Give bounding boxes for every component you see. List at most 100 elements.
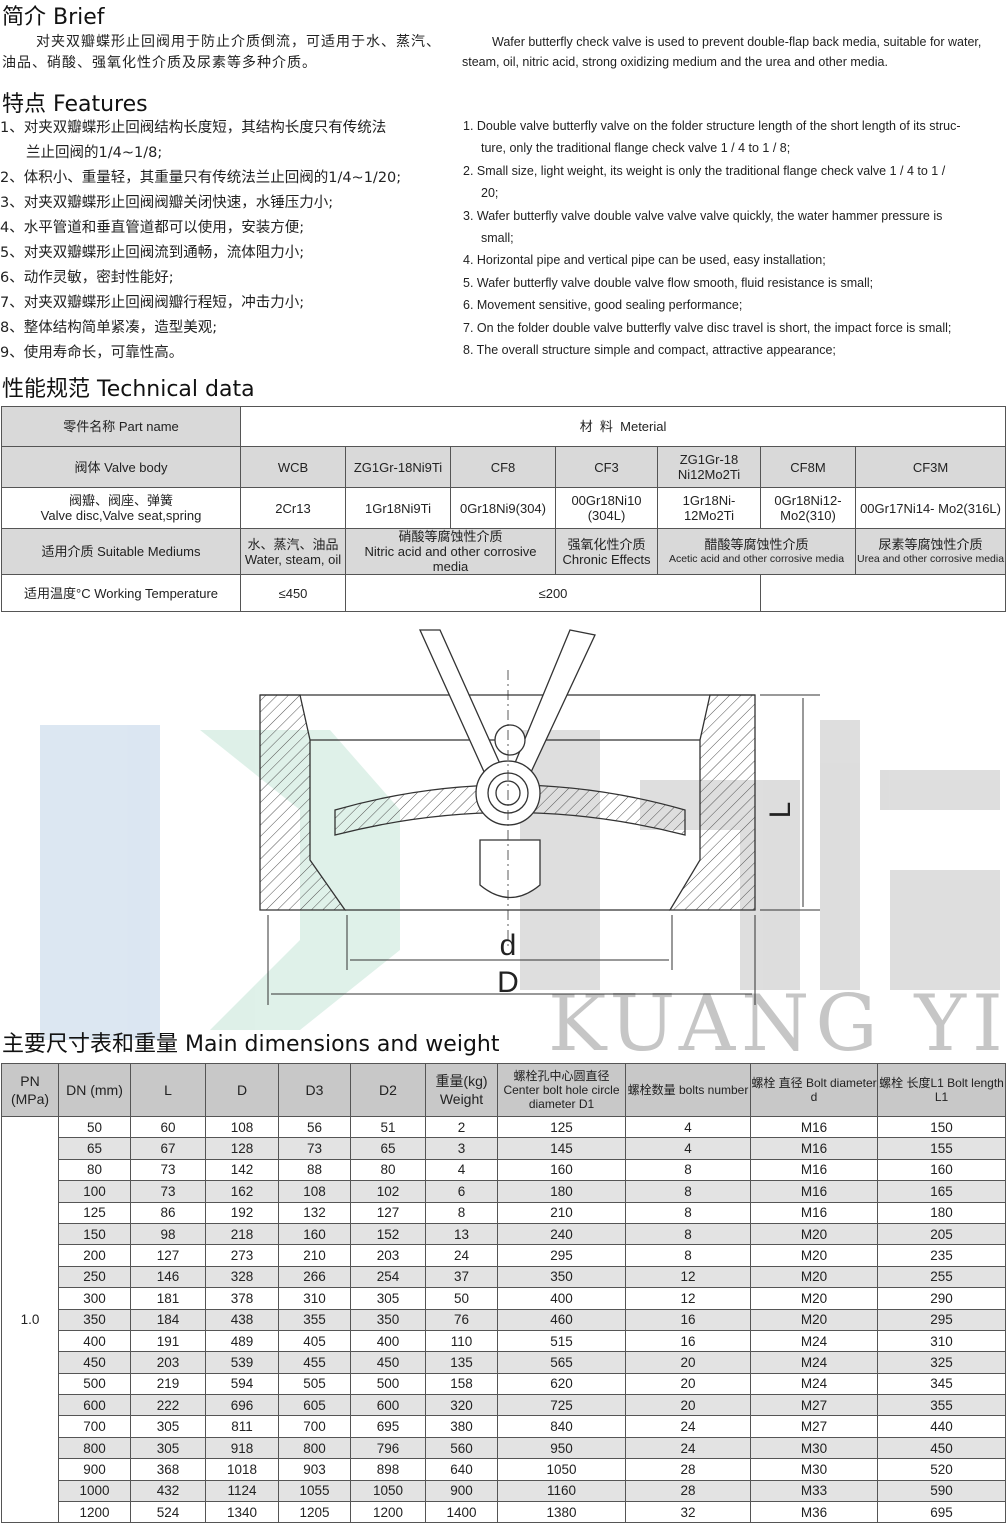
feature-item-cn: 1、对夹双瓣蝶形止回阀结构长度短，其结构长度只有传统法 [0,120,387,136]
table-cell: 700 [278,1415,351,1438]
table-cell: 218 [205,1222,279,1246]
table-cell: 254 [350,1265,426,1289]
table-cell: 450 [877,1436,1006,1460]
table-cell: 50 [425,1287,498,1310]
table-cell: 235 [877,1244,1006,1267]
dimensions-header: DN (mm) [58,1063,131,1117]
table-cell: 65 [350,1137,426,1160]
table-cell: 539 [205,1351,279,1374]
table-cell: 150 [877,1115,1006,1139]
dimensions-header: 螺栓孔中心圆直径 Center bolt hole circle diamete… [497,1063,626,1117]
table-cell: 24 [425,1244,498,1267]
table-cell: 700 [58,1415,131,1438]
table-cell: 796 [350,1436,426,1460]
table-cell: 4 [625,1115,751,1139]
feature-item-cn: 8、整体结构简单紧凑，造型美观; [0,320,218,336]
table-cell: 900 [425,1479,498,1503]
valve-body-material: ZG1Gr-18Ni9Ti [345,446,451,488]
table-cell: 368 [130,1458,206,1481]
table-cell: 50 [58,1115,131,1139]
dimensions-table: PN (MPa) DN (mm) L D D3 D2 重量(kg) Weight 螺栓孔中心圆… [1,1063,1006,1523]
dimensions-header: D2 [350,1063,426,1117]
table-cell: 266 [278,1265,351,1289]
table-cell: 180 [877,1201,1006,1224]
medium-cn: 尿素等腐蚀性介质 [878,536,983,552]
table-cell: 950 [497,1436,626,1460]
brief-text-cn: 对夹双瓣蝶形止回阀用于防止介质倒流，可适用于水、蒸汽、油品、硝酸、强氧化性介质及… [2,34,441,71]
dimensions-header: 螺栓数量 bolts number [625,1063,751,1117]
table-cell: M24 [750,1329,878,1353]
feature-item-cn: 7、对夹双瓣蝶形止回阀阀瓣行程短，冲击力小; [0,295,305,311]
table-cell: 1050 [497,1458,626,1481]
table-cell: 800 [278,1436,351,1460]
table-cell: 440 [877,1415,1006,1438]
table-cell: 203 [130,1351,206,1374]
temp-value: ≤450 [240,574,346,612]
table-cell: 4 [425,1158,498,1182]
table-cell: 432 [130,1479,206,1503]
table-cell: 73 [278,1137,351,1160]
table-cell: 811 [205,1415,279,1438]
table-cell: 400 [350,1329,426,1353]
table-cell: 695 [877,1501,1006,1523]
table-cell: 250 [58,1265,131,1289]
disc-material: 0Gr18Ni12- Mo2(310) [760,487,856,529]
table-cell: 600 [350,1394,426,1417]
table-cell: M16 [750,1201,878,1224]
temp-value: ≤200 [345,574,761,612]
table-cell: 155 [877,1137,1006,1160]
valve-body-material: CF8M [760,446,856,488]
table-cell: 2 [425,1115,498,1139]
table-cell: 918 [205,1436,279,1460]
table-cell: M20 [750,1287,878,1310]
table-cell: 56 [278,1115,351,1139]
table-cell: 800 [58,1436,131,1460]
table-cell: M30 [750,1458,878,1481]
table-cell: 8 [625,1180,751,1203]
table-cell: 28 [625,1479,751,1503]
dimensions-header: 螺栓 长度L1 Bolt length L1 [877,1063,1006,1117]
table-cell: 350 [58,1308,131,1331]
table-row: 1000 432 1124 1055 1050 900 1160 28 M33 590 [2,1479,1006,1503]
table-cell: 37 [425,1265,498,1289]
table-cell: 840 [497,1415,626,1438]
table-cell: 60 [130,1115,206,1139]
table-cell: 600 [58,1394,131,1417]
table-cell: M20 [750,1308,878,1331]
table-cell: 162 [205,1180,279,1203]
table-cell: 380 [425,1415,498,1438]
table-row: 900 368 1018 903 898 640 1050 28 M30 520 [2,1458,1006,1481]
table-cell: 8 [625,1244,751,1267]
table-cell: 8 [625,1201,751,1224]
table-cell: M33 [750,1479,878,1503]
feature-item-en: 4. Horizontal pipe and vertical pipe can… [463,253,826,268]
table-cell: 20 [625,1372,751,1396]
table-cell: 305 [130,1415,206,1438]
table-cell: 605 [278,1394,351,1417]
table-cell: 1124 [205,1479,279,1503]
table-cell: 152 [350,1222,426,1246]
feature-item-en: 8. The overall structure simple and comp… [463,343,836,358]
table-cell: M24 [750,1351,878,1374]
table-cell: 450 [350,1351,426,1374]
table-row: 65 67 128 73 65 3 145 4 M16 155 [2,1137,1006,1160]
table-cell: 1160 [497,1479,626,1503]
table-cell: 305 [130,1436,206,1460]
valve-body [259,629,756,950]
table-cell: M16 [750,1137,878,1160]
watermark-text: KUANG YI [548,979,1008,1060]
medium-en: Chronic Effects [562,551,651,567]
table-cell: 32 [625,1501,751,1523]
table-cell: 295 [877,1308,1006,1331]
table-cell: 98 [130,1222,206,1246]
brief-heading: 简介 Brief [2,5,105,30]
table-cell: 520 [877,1458,1006,1481]
table-cell: 725 [497,1394,626,1417]
table-cell: 255 [877,1265,1006,1289]
table-cell: 20 [625,1351,751,1374]
material-header: 材 料 Meterial [239,406,1007,447]
table-cell: 125 [497,1115,626,1139]
table-cell: 110 [425,1329,498,1353]
table-cell: M27 [750,1415,878,1438]
table-cell: 24 [625,1436,751,1460]
